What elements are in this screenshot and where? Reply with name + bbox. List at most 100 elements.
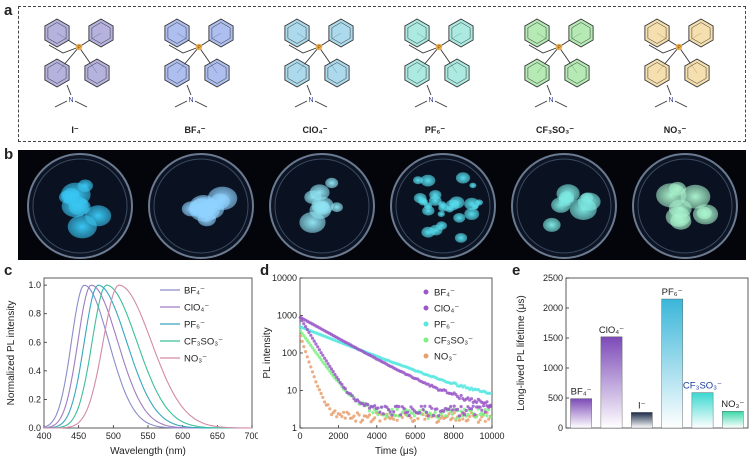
x-tick-label: 450 xyxy=(71,431,86,441)
phenyl-ring xyxy=(284,18,310,48)
data-point xyxy=(326,362,330,366)
y-tick-label: 1500 xyxy=(543,333,563,343)
data-point xyxy=(409,416,413,420)
data-point xyxy=(304,350,308,354)
legend-marker-1 xyxy=(423,305,429,311)
data-point xyxy=(483,410,487,414)
data-point xyxy=(476,420,480,424)
data-point xyxy=(400,410,404,414)
data-point xyxy=(323,356,327,360)
data-point xyxy=(328,369,332,373)
data-point xyxy=(487,417,491,421)
crystal xyxy=(455,172,471,184)
data-point xyxy=(329,367,334,371)
legend-label-1: ClO₄⁻ xyxy=(434,304,459,315)
y-tick-label: 1.0 xyxy=(28,280,41,290)
data-point xyxy=(437,419,441,423)
ethyl-chain xyxy=(408,44,440,54)
x-tick-label: 600 xyxy=(175,431,190,441)
x-tick-label: 0 xyxy=(297,431,302,441)
series-4 xyxy=(298,334,493,424)
data-point xyxy=(380,405,384,409)
data-point xyxy=(443,414,448,418)
x-axis-label: Wavelength (nm) xyxy=(110,446,186,457)
bar-label-3: PF₆⁻ xyxy=(662,287,683,298)
data-point xyxy=(343,387,347,391)
data-point xyxy=(307,360,311,364)
data-point xyxy=(457,418,461,422)
y-tick-label: 500 xyxy=(548,393,563,403)
data-point xyxy=(395,407,399,411)
molecule-0: N P I⁻ xyxy=(44,18,114,135)
plot-frame xyxy=(565,277,749,429)
phosphorus-label: P xyxy=(317,45,321,51)
ring-inner xyxy=(91,22,111,44)
phosphorus-label: P xyxy=(557,45,561,51)
crystal xyxy=(299,211,326,233)
nitrogen-label: N xyxy=(428,97,433,104)
ring-inner xyxy=(691,22,711,44)
crystal xyxy=(543,217,561,232)
legend-marker-2 xyxy=(423,321,429,327)
data-point xyxy=(336,377,340,382)
ethyl-chain xyxy=(288,44,320,54)
data-point xyxy=(333,409,337,413)
data-point xyxy=(316,384,320,388)
data-point xyxy=(316,353,320,357)
data-point xyxy=(354,419,358,423)
methyl xyxy=(414,100,428,108)
panel-e-label: e xyxy=(512,262,521,279)
phenyl-ring xyxy=(324,58,350,88)
crystal xyxy=(309,184,330,201)
data-point xyxy=(298,316,302,320)
data-point xyxy=(317,355,321,359)
methyl xyxy=(554,100,568,108)
data-point xyxy=(447,407,451,411)
crystal xyxy=(325,177,339,189)
phenyl-ring xyxy=(44,18,70,48)
phenyl-ring xyxy=(688,18,714,48)
phosphorus-atom xyxy=(675,43,683,51)
phenyl-ring xyxy=(208,18,234,48)
data-point xyxy=(450,412,454,416)
data-point xyxy=(488,415,493,419)
ring-inner xyxy=(451,22,471,44)
phosphorus-atom xyxy=(75,43,83,51)
crystal xyxy=(696,206,712,219)
data-point xyxy=(335,415,339,419)
x-tick-label: 4000 xyxy=(367,431,387,441)
crystal xyxy=(445,205,454,213)
data-point xyxy=(373,416,377,420)
bond xyxy=(186,84,192,96)
legend-label-3: CF₃SO₃⁻ xyxy=(434,336,473,347)
crystal xyxy=(437,211,445,217)
phenyl-ring xyxy=(444,58,470,88)
data-point xyxy=(367,413,372,417)
crystal xyxy=(330,202,343,213)
data-point xyxy=(388,410,392,414)
data-point xyxy=(473,413,477,417)
data-point xyxy=(350,394,354,398)
data-point xyxy=(319,358,323,362)
panel-b-label: b xyxy=(4,146,14,163)
data-point xyxy=(331,370,335,374)
phenyl-ring xyxy=(448,18,474,48)
data-point xyxy=(355,411,359,415)
data-point xyxy=(321,360,325,364)
data-point xyxy=(323,362,327,366)
nitrogen-label: N xyxy=(308,97,313,104)
data-point xyxy=(475,400,479,404)
photo-I xyxy=(27,153,133,259)
data-point xyxy=(412,418,416,423)
bar-3 xyxy=(661,298,684,429)
legend-marker-3 xyxy=(423,337,429,343)
data-point xyxy=(305,327,309,332)
bar-label-5: NO₃⁻ xyxy=(721,399,744,410)
ring-inner xyxy=(407,62,427,84)
ring-inner xyxy=(87,62,107,84)
x-tick-label: 650 xyxy=(210,431,225,441)
series-line-3 xyxy=(44,284,252,429)
legend-label-2: PF₆⁻ xyxy=(184,320,205,331)
data-point xyxy=(482,413,486,417)
ring-inner xyxy=(567,62,587,84)
